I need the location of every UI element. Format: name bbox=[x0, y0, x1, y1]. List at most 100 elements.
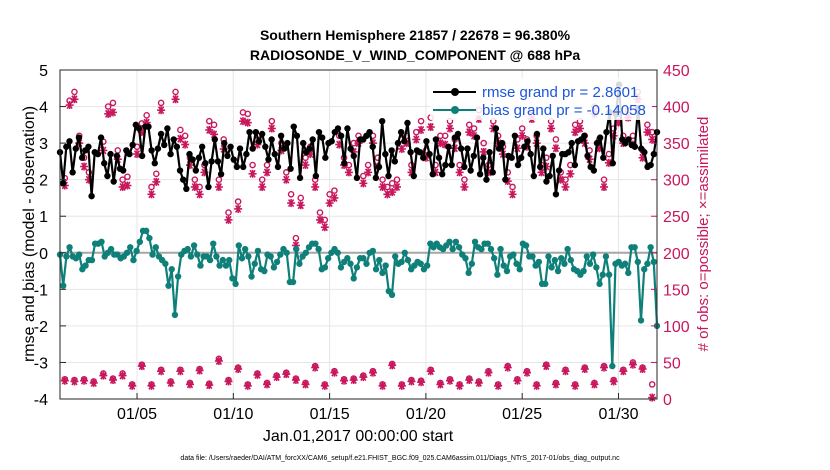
rmse-point bbox=[78, 154, 86, 161]
obs-assimilated-point bbox=[465, 375, 474, 384]
obs-assimilated-point bbox=[253, 370, 262, 379]
obs-assimilated-point bbox=[195, 190, 204, 199]
rmse-point bbox=[511, 132, 519, 139]
obs-possible-point bbox=[177, 126, 184, 134]
bias-point bbox=[235, 242, 242, 249]
bias-point bbox=[82, 262, 89, 269]
rmse-point bbox=[423, 138, 430, 145]
bias-point bbox=[142, 227, 150, 235]
obs-possible-point bbox=[461, 176, 468, 183]
x-tick-label: 01/20 bbox=[406, 406, 446, 423]
rmse-point bbox=[315, 128, 323, 136]
legend-bias-marker bbox=[451, 106, 459, 114]
rmse-point bbox=[543, 178, 550, 185]
bias-point bbox=[149, 251, 156, 258]
rmse-point bbox=[138, 152, 146, 160]
y-tick-label-left: 1 bbox=[39, 209, 48, 226]
bias-point bbox=[376, 256, 383, 264]
obs-possible-point bbox=[282, 169, 290, 176]
rmse-point bbox=[571, 161, 579, 169]
y-tick-label-right: 400 bbox=[663, 100, 690, 117]
bias-point bbox=[580, 267, 587, 275]
bias-point bbox=[644, 260, 651, 267]
rmse-point bbox=[470, 152, 477, 160]
bias-point bbox=[558, 255, 565, 262]
obs-possible-point bbox=[297, 194, 305, 202]
rmse-point bbox=[287, 165, 294, 172]
rmse-point bbox=[281, 145, 288, 152]
bias-point bbox=[446, 238, 453, 246]
obs-assimilated-point bbox=[166, 378, 175, 387]
obs-assimilated-point bbox=[494, 381, 503, 390]
bias-point bbox=[471, 238, 479, 246]
obs-assimilated-point bbox=[320, 381, 329, 390]
obs-assimilated-point bbox=[185, 380, 194, 389]
obs-assimilated-point bbox=[349, 375, 358, 384]
rmse-point bbox=[306, 145, 313, 152]
rmse-point bbox=[489, 169, 496, 176]
bias-point bbox=[503, 267, 511, 275]
rmse-point bbox=[486, 149, 493, 156]
rmse-point bbox=[473, 134, 481, 141]
obs-assimilated-point bbox=[320, 223, 329, 232]
rmse-point bbox=[154, 145, 162, 152]
bias-point bbox=[401, 249, 408, 256]
obs-possible-point bbox=[393, 176, 401, 183]
bias-point bbox=[190, 242, 198, 249]
rmse-point bbox=[101, 160, 108, 167]
obs-assimilated-point bbox=[238, 117, 247, 126]
bias-point bbox=[641, 266, 648, 273]
obs-possible-point bbox=[172, 88, 179, 96]
obs-assimilated-point bbox=[234, 365, 243, 374]
rmse-point bbox=[344, 125, 351, 132]
bias-point bbox=[213, 253, 220, 260]
obs-assimilated-point bbox=[152, 177, 161, 186]
rmse-point bbox=[536, 163, 544, 171]
bias-point bbox=[423, 262, 431, 269]
obs-possible-point bbox=[119, 176, 126, 183]
obs-assimilated-point bbox=[272, 373, 281, 382]
obs-assimilated-point bbox=[214, 182, 223, 191]
rmse-point bbox=[480, 154, 487, 161]
bias-point bbox=[634, 258, 642, 266]
bias-point bbox=[484, 240, 491, 247]
rmse-point bbox=[328, 138, 335, 145]
rmse-point bbox=[85, 143, 92, 150]
rmse-point bbox=[603, 128, 610, 136]
bias-point bbox=[136, 238, 144, 246]
obs-assimilated-point bbox=[561, 182, 570, 191]
obs-possible-point bbox=[605, 150, 613, 158]
x-axis-label: Jan.01,2017 00:00:00 start bbox=[263, 428, 454, 445]
bias-point bbox=[522, 242, 530, 249]
rmse-point bbox=[151, 160, 158, 167]
plot-frame bbox=[59, 69, 658, 400]
bias-point bbox=[500, 262, 507, 269]
rmse-point bbox=[445, 143, 452, 150]
rmse-point bbox=[404, 119, 411, 127]
bias-point bbox=[388, 291, 396, 299]
bias-point bbox=[206, 256, 214, 264]
obs-assimilated-point bbox=[80, 162, 89, 171]
rmse-point bbox=[265, 156, 272, 163]
rmse-point bbox=[72, 145, 79, 152]
rmse-point bbox=[625, 136, 632, 143]
rmse-point bbox=[161, 141, 168, 149]
obs-possible-point bbox=[268, 117, 276, 125]
rmse-point bbox=[69, 169, 76, 176]
bias-point bbox=[88, 256, 96, 264]
bias-point bbox=[248, 273, 255, 280]
bias-point bbox=[216, 262, 223, 269]
legend-rmse-label: rmse grand pr = 2.8601 bbox=[482, 84, 638, 101]
obs-assimilated-point bbox=[628, 360, 637, 369]
bias-point bbox=[293, 245, 300, 253]
bias-point bbox=[296, 260, 303, 267]
obs-possible-point bbox=[244, 110, 252, 118]
rmse-point bbox=[420, 154, 427, 161]
rmse-point bbox=[126, 150, 133, 158]
bias-point bbox=[468, 260, 476, 267]
obs-assimilated-point bbox=[648, 135, 657, 144]
obs-assimilated-point bbox=[426, 123, 435, 132]
rmse-point bbox=[230, 156, 237, 163]
obs-assimilated-point bbox=[190, 182, 199, 191]
bias-point bbox=[599, 271, 606, 278]
